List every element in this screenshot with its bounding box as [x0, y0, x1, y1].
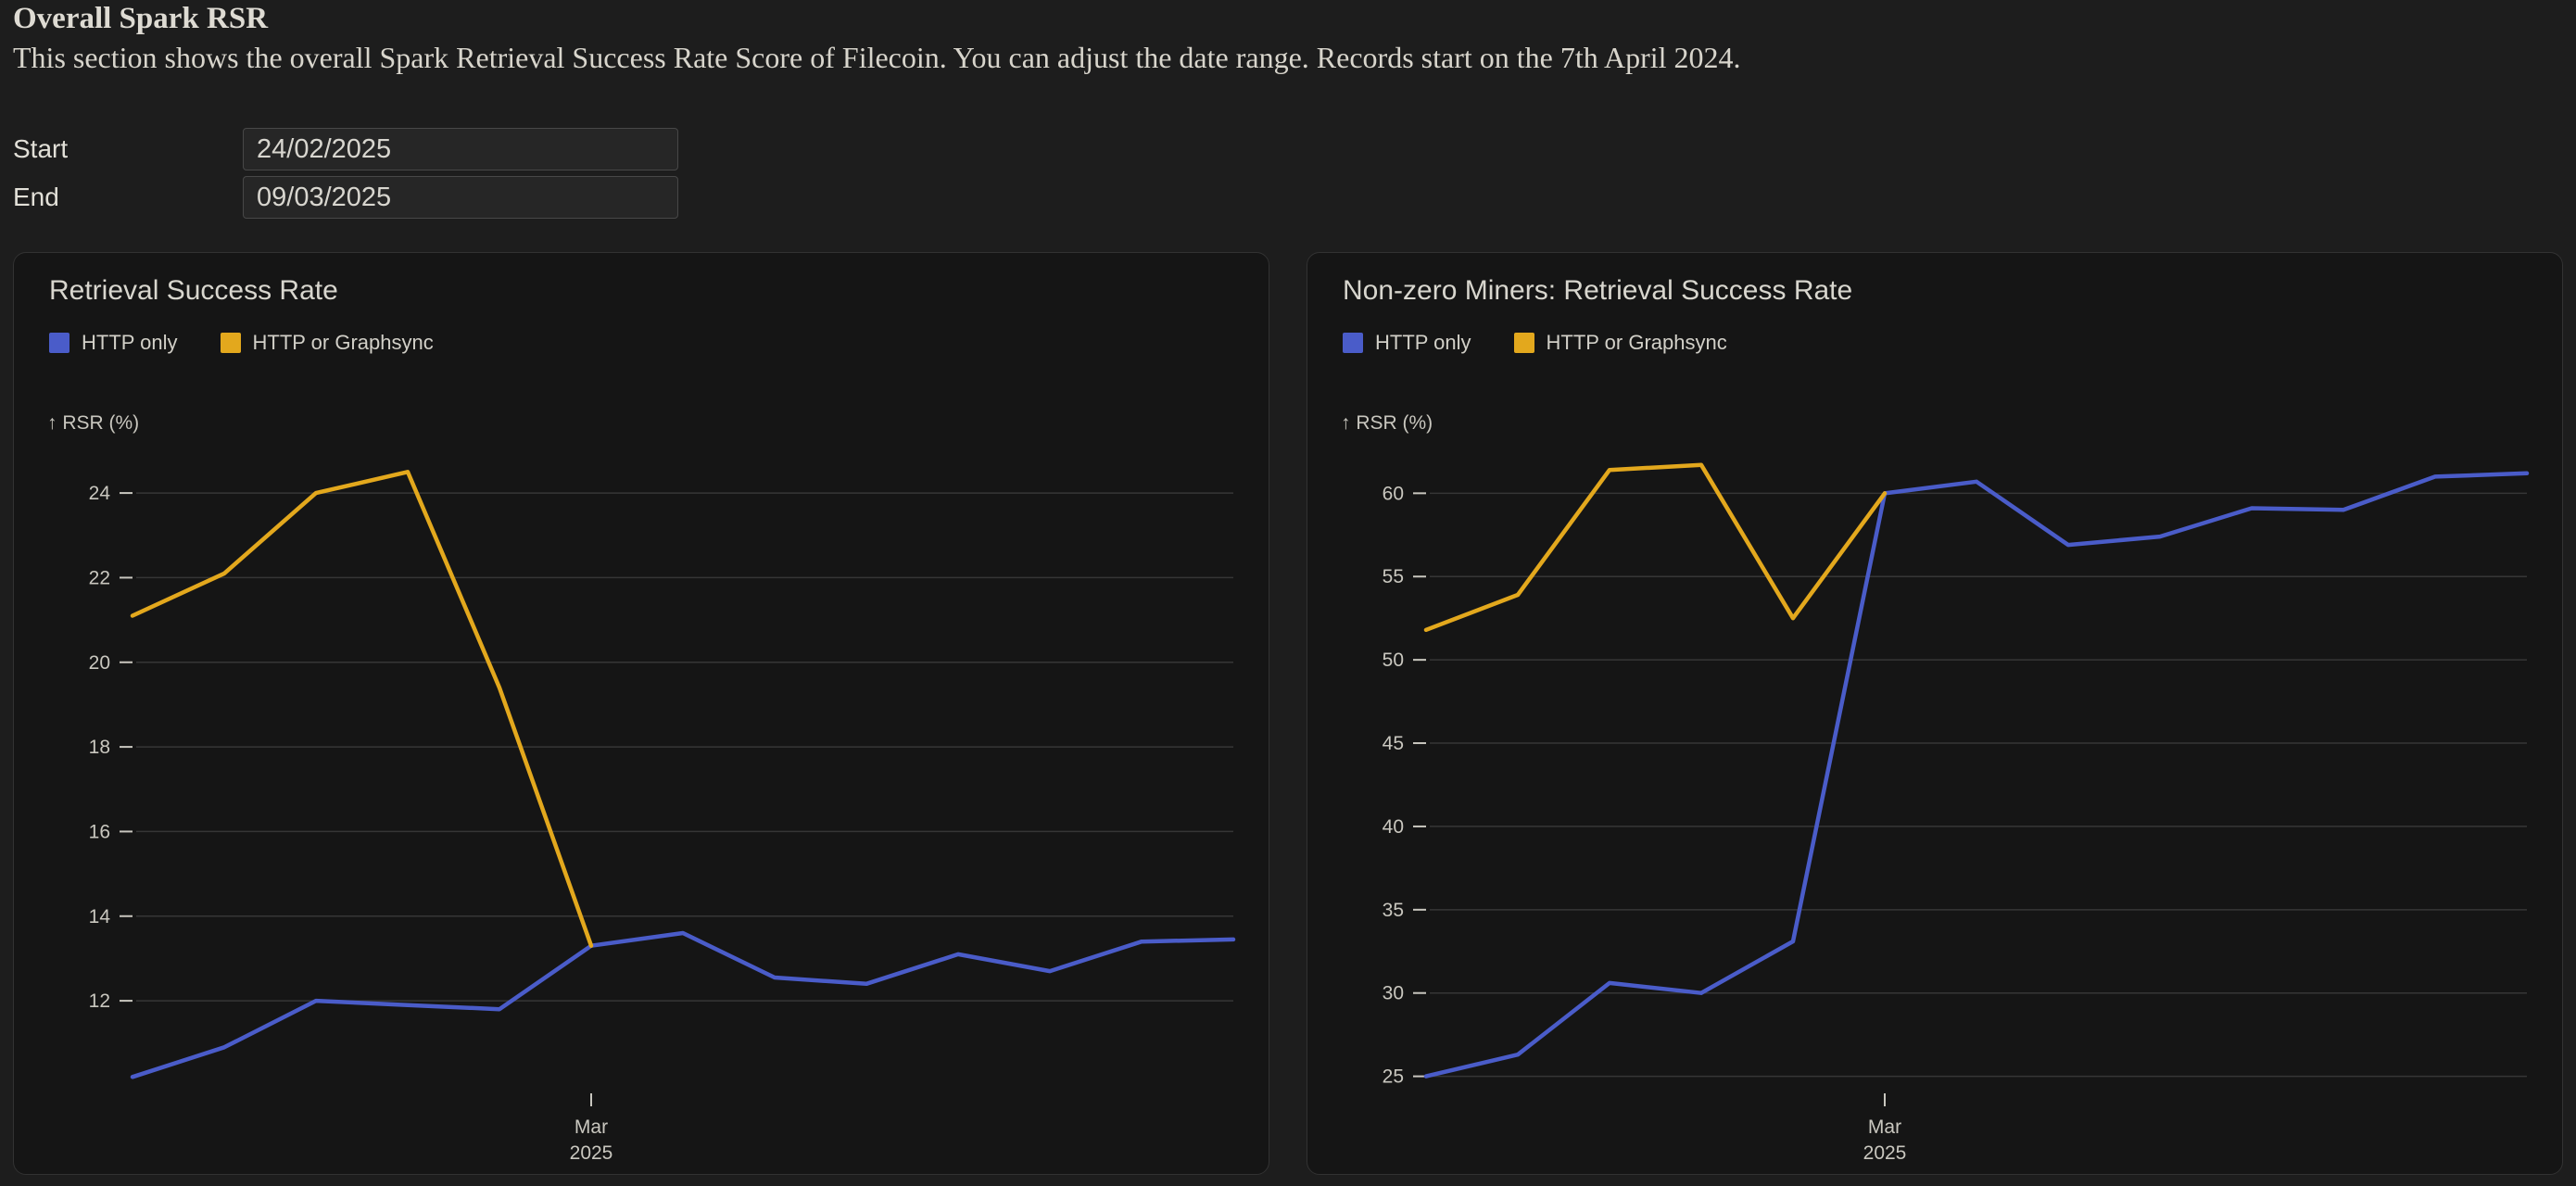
- line-chart-rsr: 24 22 20 18 16 14 12 ↑ RSR (%) Mar 2025: [14, 392, 1269, 1175]
- end-date-row: End: [0, 176, 741, 219]
- legend-swatch-yellow: [1513, 333, 1534, 353]
- svg-text:50: 50: [1383, 650, 1404, 671]
- card-nonzero-miners-rsr: Non-zero Miners: Retrieval Success Rate …: [1307, 252, 2563, 1175]
- svg-text:12: 12: [89, 990, 110, 1012]
- svg-text:2025: 2025: [1863, 1142, 1907, 1164]
- chart-legend: HTTP only HTTP or Graphsync: [49, 331, 434, 355]
- svg-text:2025: 2025: [570, 1142, 613, 1164]
- svg-text:45: 45: [1383, 733, 1404, 754]
- legend-item-http-only: HTTP only: [49, 331, 178, 355]
- line-chart-nonzero-miners-rsr: 60 55 50 45 40 35 30 25 ↑ RSR (%) Mar 2025: [1307, 392, 2562, 1175]
- svg-text:20: 20: [89, 652, 110, 674]
- svg-text:25: 25: [1383, 1066, 1404, 1088]
- svg-text:14: 14: [89, 906, 111, 927]
- card-retrieval-success-rate: Retrieval Success Rate HTTP only HTTP or…: [13, 252, 1269, 1175]
- svg-text:60: 60: [1383, 483, 1404, 504]
- svg-text:18: 18: [89, 737, 110, 758]
- page-description: This section shows the overall Spark Ret…: [13, 41, 1741, 74]
- svg-text:Mar: Mar: [575, 1117, 608, 1138]
- start-date-input[interactable]: [243, 128, 678, 170]
- start-date-label: Start: [13, 134, 69, 163]
- svg-text:22: 22: [89, 567, 110, 588]
- svg-text:24: 24: [89, 483, 111, 504]
- page-title: Overall Spark RSR: [13, 2, 269, 35]
- start-date-row: Start: [0, 128, 741, 170]
- chart-legend: HTTP only HTTP or Graphsync: [1343, 331, 1727, 355]
- legend-swatch-blue: [1343, 333, 1363, 353]
- chart-title: Retrieval Success Rate: [49, 275, 338, 306]
- legend-item-http-only: HTTP only: [1343, 331, 1471, 355]
- legend-label: HTTP only: [1375, 331, 1471, 354]
- legend-item-http-or-graphsync: HTTP or Graphsync: [1513, 331, 1727, 355]
- svg-text:↑ RSR (%): ↑ RSR (%): [1341, 412, 1433, 434]
- svg-text:35: 35: [1383, 900, 1404, 921]
- legend-item-http-or-graphsync: HTTP or Graphsync: [220, 331, 434, 355]
- end-date-input[interactable]: [243, 176, 678, 219]
- end-date-label: End: [13, 183, 59, 211]
- legend-swatch-blue: [49, 333, 69, 353]
- svg-text:40: 40: [1383, 816, 1404, 838]
- svg-text:55: 55: [1383, 566, 1404, 587]
- legend-label: HTTP only: [82, 331, 178, 354]
- svg-text:16: 16: [89, 821, 110, 842]
- svg-text:↑ RSR (%): ↑ RSR (%): [47, 412, 139, 434]
- legend-swatch-yellow: [220, 333, 241, 353]
- legend-label: HTTP or Graphsync: [252, 331, 434, 354]
- legend-label: HTTP or Graphsync: [1546, 331, 1727, 354]
- svg-text:30: 30: [1383, 983, 1404, 1004]
- chart-title: Non-zero Miners: Retrieval Success Rate: [1343, 275, 1853, 306]
- svg-text:Mar: Mar: [1868, 1117, 1901, 1138]
